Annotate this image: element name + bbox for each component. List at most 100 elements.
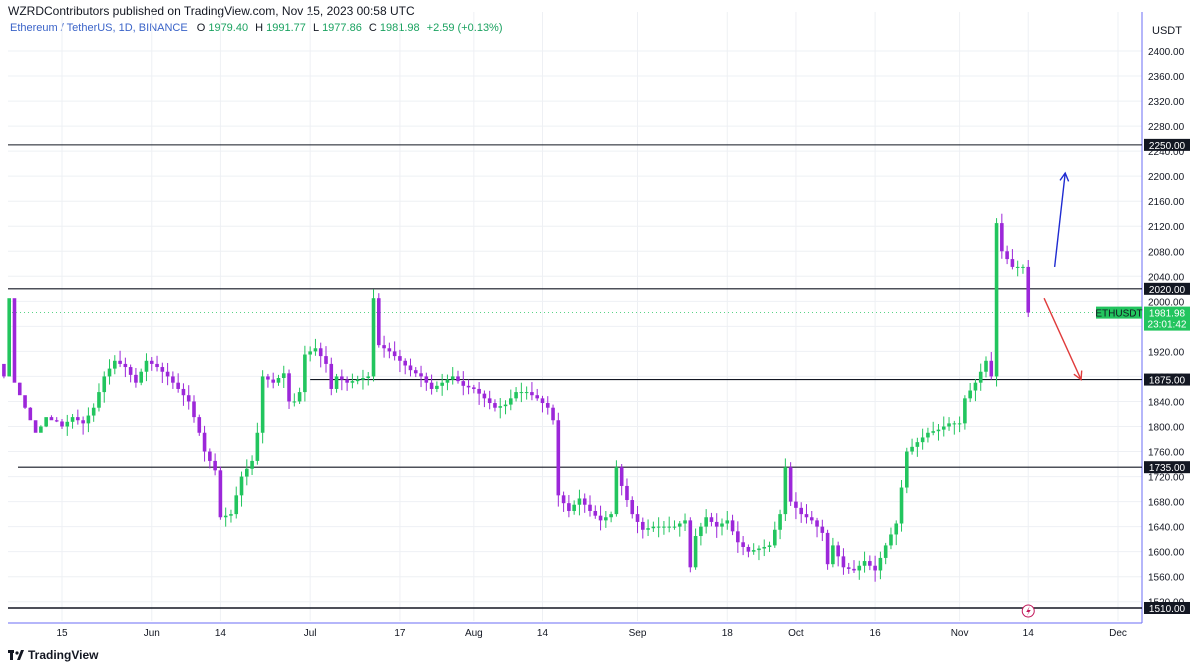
candle-body[interactable]: [355, 379, 360, 382]
candle-body[interactable]: [281, 373, 286, 378]
candle-body[interactable]: [260, 376, 265, 433]
candle-body[interactable]: [91, 407, 96, 416]
candle-body[interactable]: [329, 363, 334, 389]
candle-body[interactable]: [667, 526, 671, 528]
candle-body[interactable]: [905, 451, 909, 488]
candle-body[interactable]: [625, 485, 629, 501]
candle-body[interactable]: [641, 521, 645, 530]
candle-body[interactable]: [852, 568, 856, 571]
candle-body[interactable]: [841, 556, 846, 568]
candle-body[interactable]: [308, 351, 312, 355]
candle-body[interactable]: [318, 348, 323, 357]
candle-body[interactable]: [883, 545, 888, 558]
candle-body[interactable]: [788, 467, 793, 502]
candle-body[interactable]: [208, 451, 212, 461]
candle-body[interactable]: [192, 401, 196, 418]
candle-body[interactable]: [857, 565, 862, 571]
candle-body[interactable]: [635, 514, 640, 522]
candle-body[interactable]: [17, 382, 22, 396]
candle-body[interactable]: [1000, 223, 1004, 252]
candle-body[interactable]: [366, 376, 371, 378]
candle-body[interactable]: [107, 368, 112, 377]
candle-body[interactable]: [656, 526, 661, 528]
candle-body[interactable]: [588, 504, 592, 511]
candle-body[interactable]: [714, 521, 719, 527]
candle-body[interactable]: [213, 460, 217, 471]
candle-body[interactable]: [39, 426, 43, 433]
candle-body[interactable]: [941, 426, 946, 430]
candle-body[interactable]: [44, 417, 48, 427]
candle-body[interactable]: [561, 495, 566, 504]
candle-body[interactable]: [81, 420, 85, 424]
candle-body[interactable]: [582, 498, 587, 505]
candle-body[interactable]: [646, 528, 650, 530]
candle-body[interactable]: [926, 432, 930, 438]
candle-body[interactable]: [176, 382, 180, 389]
candle-body[interactable]: [509, 398, 513, 405]
candle-body[interactable]: [234, 495, 239, 515]
candle-body[interactable]: [128, 367, 133, 375]
candle-body[interactable]: [809, 517, 814, 521]
candle-body[interactable]: [197, 417, 202, 433]
candle-body[interactable]: [498, 406, 503, 408]
candle-body[interactable]: [825, 532, 830, 565]
candle-body[interactable]: [419, 373, 423, 377]
candle-body[interactable]: [794, 501, 798, 508]
candle-body[interactable]: [899, 487, 904, 524]
symbol-name[interactable]: Ethereum / TetherUS, 1D, BINANCE: [10, 22, 188, 34]
candle-body[interactable]: [519, 392, 524, 394]
candle-body[interactable]: [245, 468, 249, 477]
candle-body[interactable]: [218, 470, 223, 518]
candle-body[interactable]: [514, 392, 518, 399]
candle-body[interactable]: [677, 523, 682, 527]
candle-body[interactable]: [957, 423, 962, 425]
candle-body[interactable]: [477, 388, 481, 394]
candle-body[interactable]: [820, 526, 825, 533]
candle-body[interactable]: [683, 520, 687, 524]
candle-body[interactable]: [889, 534, 893, 546]
candle-body[interactable]: [757, 548, 761, 551]
candle-body[interactable]: [102, 376, 107, 393]
candle-body[interactable]: [435, 385, 439, 389]
candle-body[interactable]: [1010, 259, 1015, 267]
candle-body[interactable]: [266, 376, 270, 380]
candle-body[interactable]: [831, 545, 835, 565]
candle-body[interactable]: [1015, 266, 1020, 268]
candle-body[interactable]: [751, 550, 756, 552]
candle-body[interactable]: [619, 467, 624, 486]
candle-body[interactable]: [604, 517, 608, 521]
candle-body[interactable]: [350, 381, 355, 383]
candle-body[interactable]: [662, 526, 666, 528]
candle-body[interactable]: [736, 531, 740, 543]
candle-body[interactable]: [778, 514, 782, 530]
candle-body[interactable]: [482, 393, 487, 399]
candle-body[interactable]: [392, 351, 397, 357]
candle-body[interactable]: [324, 356, 328, 364]
candle-body[interactable]: [65, 421, 70, 427]
candle-body[interactable]: [371, 298, 376, 377]
candle-body[interactable]: [171, 376, 175, 383]
candle-body[interactable]: [535, 395, 539, 399]
candle-body[interactable]: [403, 360, 407, 366]
candle-body[interactable]: [181, 388, 186, 396]
candle-body[interactable]: [767, 545, 772, 547]
candle-body[interactable]: [773, 529, 777, 546]
candle-body[interactable]: [630, 500, 635, 515]
candle-body[interactable]: [551, 407, 555, 421]
candle-body[interactable]: [598, 515, 603, 521]
candle-body[interactable]: [461, 381, 466, 386]
candle-body[interactable]: [445, 379, 450, 383]
candle-body[interactable]: [54, 420, 59, 422]
candle-body[interactable]: [12, 298, 17, 383]
candle-body[interactable]: [466, 385, 471, 388]
candle-body[interactable]: [1026, 266, 1031, 313]
candle-body[interactable]: [530, 392, 534, 396]
candle-body[interactable]: [97, 392, 101, 408]
candle-body[interactable]: [540, 398, 545, 404]
candle-body[interactable]: [424, 376, 429, 383]
candle-body[interactable]: [297, 392, 302, 402]
candle-body[interactable]: [134, 374, 138, 383]
candle-body[interactable]: [250, 460, 254, 469]
candle-body[interactable]: [450, 376, 455, 380]
candle-body[interactable]: [984, 360, 988, 372]
